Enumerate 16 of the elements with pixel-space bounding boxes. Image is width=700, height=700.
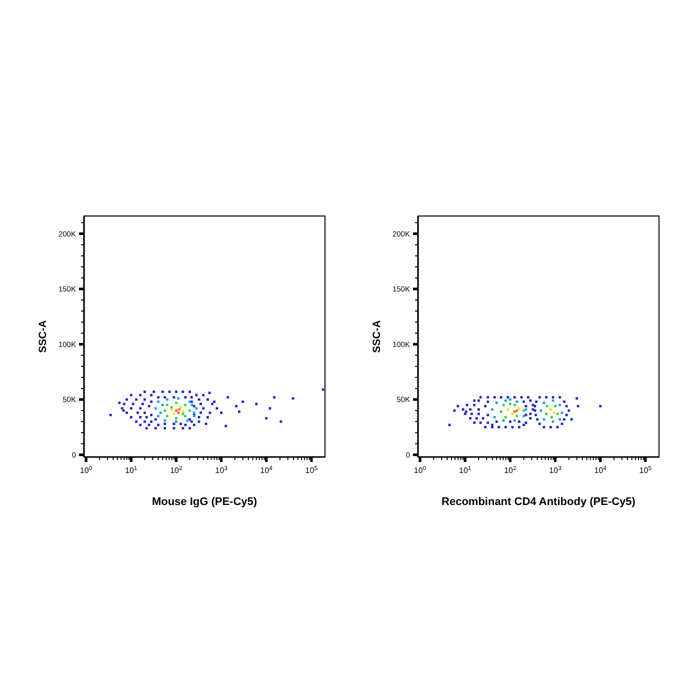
x-tick-label: 10$^{4}$ [594,465,608,475]
x-tick-label: 10$^{5}$ [305,465,318,475]
x-axis-title: Mouse IgG (PE-Cy5) [152,496,258,508]
y-axis-title: SSC-A [37,320,49,353]
x-tick-label: 10$^{2}$ [170,465,183,475]
x-tick-label: 10$^{3}$ [549,465,562,475]
x-tick-label: 10$^{1}$ [125,465,138,475]
x-tick-label: 10$^{4}$ [260,465,274,475]
y-axis-title: SSC-A [371,320,383,353]
x-tick-label: 10$^{1}$ [459,465,472,475]
x-tick-label: 10$^{5}$ [639,465,652,475]
x-tick-label: 10$^{2}$ [504,465,517,475]
x-tick-label: 10$^{3}$ [215,465,228,475]
x-axis-title: Recombinant CD4 Antibody (PE-Cy5) [442,496,636,508]
x-tick-label: 10$^{0}$ [414,465,427,475]
x-tick-label: 10$^{0}$ [80,465,93,475]
